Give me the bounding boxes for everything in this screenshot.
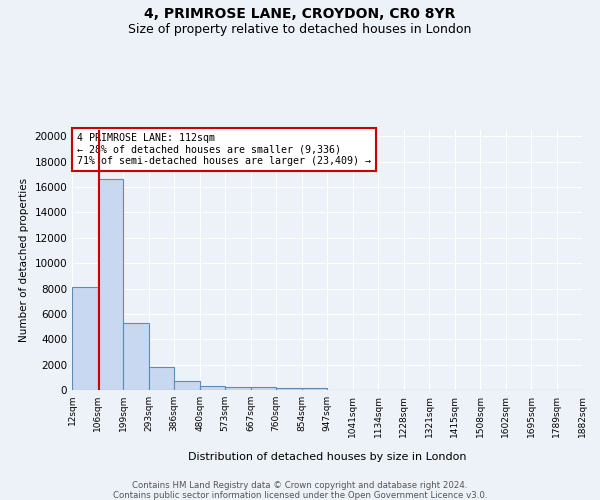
Y-axis label: Number of detached properties: Number of detached properties — [19, 178, 29, 342]
Text: Contains public sector information licensed under the Open Government Licence v3: Contains public sector information licen… — [113, 491, 487, 500]
Text: Size of property relative to detached houses in London: Size of property relative to detached ho… — [128, 22, 472, 36]
Text: Distribution of detached houses by size in London: Distribution of detached houses by size … — [188, 452, 466, 462]
Text: Contains HM Land Registry data © Crown copyright and database right 2024.: Contains HM Land Registry data © Crown c… — [132, 481, 468, 490]
Text: 4, PRIMROSE LANE, CROYDON, CR0 8YR: 4, PRIMROSE LANE, CROYDON, CR0 8YR — [145, 8, 455, 22]
Bar — [276, 388, 302, 390]
Bar — [72, 288, 98, 390]
Bar — [302, 388, 327, 390]
Text: 4 PRIMROSE LANE: 112sqm
← 28% of detached houses are smaller (9,336)
71% of semi: 4 PRIMROSE LANE: 112sqm ← 28% of detache… — [77, 132, 371, 166]
Bar — [251, 388, 276, 390]
Bar — [225, 387, 251, 390]
Bar — [174, 381, 200, 390]
Bar — [149, 366, 174, 390]
Bar — [200, 386, 225, 390]
Bar — [98, 180, 123, 390]
Bar — [123, 323, 149, 390]
